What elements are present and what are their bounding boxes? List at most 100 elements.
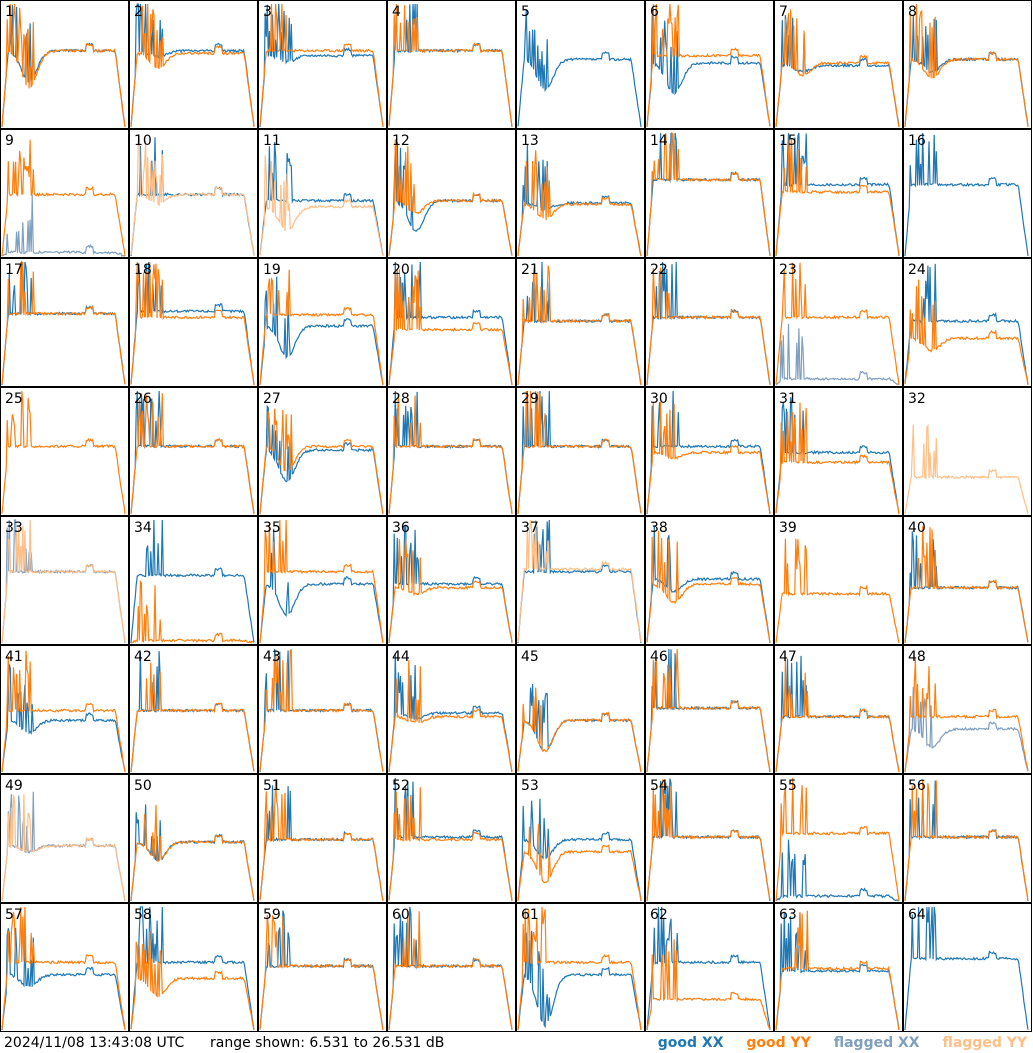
series-yy-2	[130, 3, 255, 128]
panel-2: 2	[129, 0, 258, 129]
panel-frame	[129, 0, 258, 129]
series-yy-6	[646, 3, 771, 128]
panel-20: 20	[387, 258, 516, 387]
panel-label: 56	[908, 778, 926, 794]
panel-label: 20	[392, 262, 410, 278]
panel-label: 15	[779, 133, 797, 149]
series-yy-21	[517, 265, 642, 386]
series-yy-14	[646, 131, 771, 257]
series-xx-63	[775, 911, 900, 1031]
series-yy-51	[259, 781, 384, 902]
series-xx-19	[259, 276, 384, 386]
series-yy-27	[259, 408, 384, 515]
panel-38: 38	[645, 516, 774, 645]
panel-label: 47	[779, 649, 797, 665]
series-yy-47	[775, 659, 900, 773]
panel-23: 23	[774, 258, 903, 387]
series-yy-24	[904, 279, 1029, 386]
series-yy-50	[130, 804, 255, 901]
panel-6: 6	[645, 0, 774, 129]
series-xx-48	[904, 686, 1029, 773]
panel-62: 62	[645, 903, 774, 1032]
panel-label: 6	[650, 4, 659, 20]
panel-37: 37	[516, 516, 645, 645]
panel-frame	[129, 258, 258, 387]
series-yy-55	[775, 777, 900, 902]
panel-frame	[645, 129, 774, 258]
panel-44: 44	[387, 645, 516, 774]
series-xx-36	[388, 524, 513, 644]
panel-label: 31	[779, 391, 797, 407]
series-yy-34	[130, 579, 255, 644]
panel-frame	[0, 903, 129, 1032]
panel-label: 5	[521, 4, 530, 20]
series-yy-36	[388, 539, 513, 644]
panel-frame	[516, 903, 645, 1032]
series-xx-16	[904, 132, 1029, 257]
panel-50: 50	[129, 774, 258, 903]
series-yy-48	[904, 658, 1029, 773]
series-yy-52	[388, 787, 513, 902]
panel-label: 7	[779, 4, 788, 20]
series-yy-35	[259, 519, 384, 644]
series-yy-29	[517, 390, 642, 515]
panel-29: 29	[516, 387, 645, 516]
panel-label: 62	[650, 907, 668, 923]
panel-64: 64	[903, 903, 1032, 1032]
panel-48: 48	[903, 645, 1032, 774]
panel-59: 59	[258, 903, 387, 1032]
panel-label: 38	[650, 520, 668, 536]
range-text: range shown: 6.531 to 26.531 dB	[210, 1035, 445, 1051]
panel-10: 10	[129, 129, 258, 258]
series-xx-5	[517, 9, 642, 128]
panel-26: 26	[129, 387, 258, 516]
panel-label: 37	[521, 520, 539, 536]
panel-frame	[258, 258, 387, 387]
panel-label: 58	[134, 907, 152, 923]
series-xx-38	[646, 525, 771, 643]
panel-label: 21	[521, 262, 539, 278]
panel-12: 12	[387, 129, 516, 258]
panel-frame	[903, 903, 1032, 1032]
series-yy-12	[388, 137, 513, 256]
panel-13: 13	[516, 129, 645, 258]
panel-34: 34	[129, 516, 258, 645]
series-yy-58	[130, 931, 255, 1031]
legend: good XX good YY flagged XX flagged YY	[640, 1033, 1027, 1053]
series-xx-57	[1, 927, 126, 1031]
series-xx-23	[775, 323, 900, 386]
panel-11: 11	[258, 129, 387, 258]
series-xx-2	[130, 3, 255, 128]
panel-label: 25	[5, 391, 23, 407]
series-xx-61	[517, 930, 642, 1031]
panel-label: 53	[521, 778, 539, 794]
panel-label: 46	[650, 649, 668, 665]
panel-25: 25	[0, 387, 129, 516]
series-yy-62	[646, 939, 771, 1031]
series-xx-13	[517, 144, 642, 257]
panel-label: 61	[521, 907, 539, 923]
panel-frame	[645, 387, 774, 516]
series-yy-15	[775, 135, 900, 257]
panel-frame	[258, 129, 387, 258]
panel-label: 35	[263, 520, 281, 536]
panel-frame	[774, 516, 903, 645]
series-yy-53	[517, 823, 642, 902]
panel-label: 42	[134, 649, 152, 665]
series-yy-60	[388, 911, 513, 1031]
panel-18: 18	[129, 258, 258, 387]
series-yy-38	[646, 530, 771, 644]
panel-53: 53	[516, 774, 645, 903]
panel-39: 39	[774, 516, 903, 645]
series-yy-11	[259, 155, 384, 257]
panel-label: 18	[134, 262, 152, 278]
panel-label: 12	[392, 133, 410, 149]
series-yy-40	[904, 526, 1029, 644]
series-yy-4	[388, 3, 513, 127]
panel-label: 28	[392, 391, 410, 407]
panel-label: 44	[392, 649, 410, 665]
series-yy-63	[775, 910, 900, 1031]
panel-33: 33	[0, 516, 129, 645]
series-yy-8	[904, 3, 1029, 128]
